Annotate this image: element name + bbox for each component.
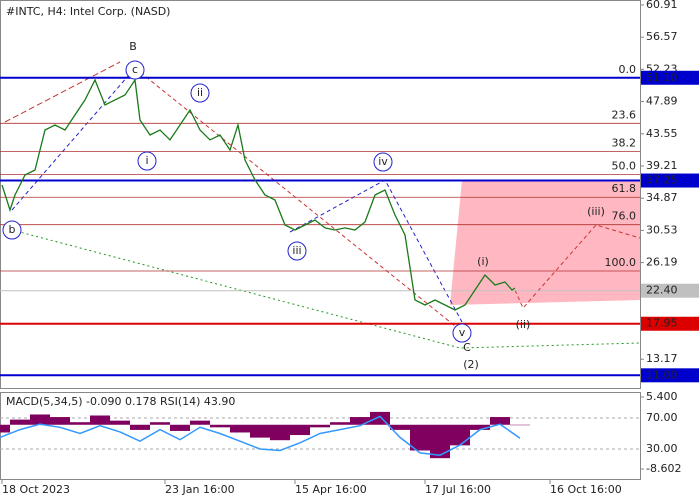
wave-circle: [452, 323, 472, 343]
macd-bar: [310, 424, 330, 428]
macd-bar: [350, 417, 370, 425]
chart-title: #INTC, H4: Intel Corp. (NASD): [6, 5, 170, 18]
macd-bar: [330, 422, 350, 425]
y-tick-label: 5.400: [646, 390, 678, 403]
x-tick-label: 16 Oct 16:00: [550, 483, 622, 496]
price-frame: [0, 0, 641, 389]
x-tick-label: 15 Apr 16:00: [295, 483, 367, 496]
fib-label: 38.2: [612, 137, 637, 150]
wave-circle: [125, 60, 145, 80]
wave-guide: [4, 61, 121, 123]
level-label: 11.00: [646, 368, 678, 381]
level-label: 51.10: [646, 71, 678, 84]
fib-label: 100.0: [605, 256, 637, 269]
macd-bar: [290, 424, 310, 436]
wave-label: v: [459, 326, 466, 339]
wave-label: C: [463, 341, 471, 354]
macd-bar: [470, 424, 490, 430]
y-tick-label: -8.602: [646, 462, 681, 475]
wave-label: iv: [378, 155, 388, 168]
wave-label: c: [132, 63, 138, 76]
macd-bar: [90, 415, 110, 425]
macd-bar: [270, 424, 290, 441]
y-tick-label: 47.89: [646, 95, 678, 108]
wave-label: (iii): [587, 205, 605, 218]
wave-label: ii: [197, 86, 203, 99]
y-tick-label: 34.87: [646, 191, 678, 204]
wave-guide: [11, 67, 136, 211]
x-tick-label: 18 Oct 2023: [2, 483, 70, 496]
macd-bar: [110, 420, 130, 425]
wave-label: (ii): [516, 318, 531, 331]
wave-label: iii: [292, 244, 301, 257]
level-tag: [641, 173, 699, 188]
level-label: 37.25: [646, 174, 678, 187]
wave-label: i: [145, 154, 148, 167]
level-tag: [641, 316, 699, 331]
macd-bar: [210, 424, 230, 428]
level-tag: [641, 283, 699, 298]
level-tag: [641, 368, 699, 383]
y-tick-label: 60.91: [646, 0, 678, 11]
indicator-frame: [0, 392, 641, 480]
y-tick-label: 56.57: [646, 30, 678, 43]
wave-label: (2): [463, 358, 479, 371]
level-label: 22.40: [646, 284, 678, 297]
macd-bar: [0, 424, 10, 433]
fib-label: 61.8: [612, 182, 637, 195]
y-tick-label: 13.17: [646, 352, 678, 365]
forecast-zone: [450, 180, 640, 305]
wave-label: B: [129, 40, 137, 53]
fib-label: 50.0: [612, 159, 637, 172]
wave-circle: [190, 83, 210, 103]
wave-label: b: [9, 223, 16, 236]
macd-bar: [390, 424, 410, 430]
y-tick-label: 30.53: [646, 223, 678, 236]
level-tag: [641, 70, 699, 85]
y-tick-label: 43.55: [646, 127, 678, 140]
wave-circle: [373, 152, 393, 172]
price-line: [1, 78, 516, 311]
macd-bar: [490, 417, 510, 425]
macd-bar: [150, 422, 170, 425]
macd-bar: [250, 424, 270, 438]
y2-tick-label: 70.00: [646, 411, 678, 424]
macd-bar: [170, 424, 190, 431]
wave-circle: [137, 151, 157, 171]
macd-bar: [50, 417, 70, 425]
macd-bar: [130, 424, 150, 430]
x-tick-label: 17 Jul 16:00: [425, 483, 491, 496]
fib-label: 76.0: [612, 210, 637, 223]
y2-tick-label: 30.00: [646, 442, 678, 455]
indicator-title: MACD(5,34,5) -0.090 0.178 RSI(14) 43.90: [6, 395, 235, 408]
fib-label: 23.6: [612, 108, 637, 121]
wave-guide: [514, 224, 641, 309]
level-label: 17.95: [646, 317, 678, 330]
macd-bar: [30, 414, 50, 425]
rsi-line: [0, 415, 521, 456]
fib-label: 0.0: [619, 63, 637, 76]
macd-bar: [10, 419, 30, 425]
macd-bar: [430, 424, 450, 459]
y-tick-label: 39.21: [646, 159, 678, 172]
macd-bar: [190, 420, 210, 425]
macd-bar: [230, 424, 250, 433]
wave-circle: [287, 241, 307, 261]
wave-circle: [2, 220, 22, 240]
wave-label: (i): [477, 255, 489, 268]
macd-bar: [410, 424, 430, 451]
y-tick-label: 26.19: [646, 256, 678, 269]
macd-bar: [70, 422, 90, 425]
macd-bar: [450, 424, 470, 446]
x-tick-label: 23 Jan 16:00: [165, 483, 235, 496]
